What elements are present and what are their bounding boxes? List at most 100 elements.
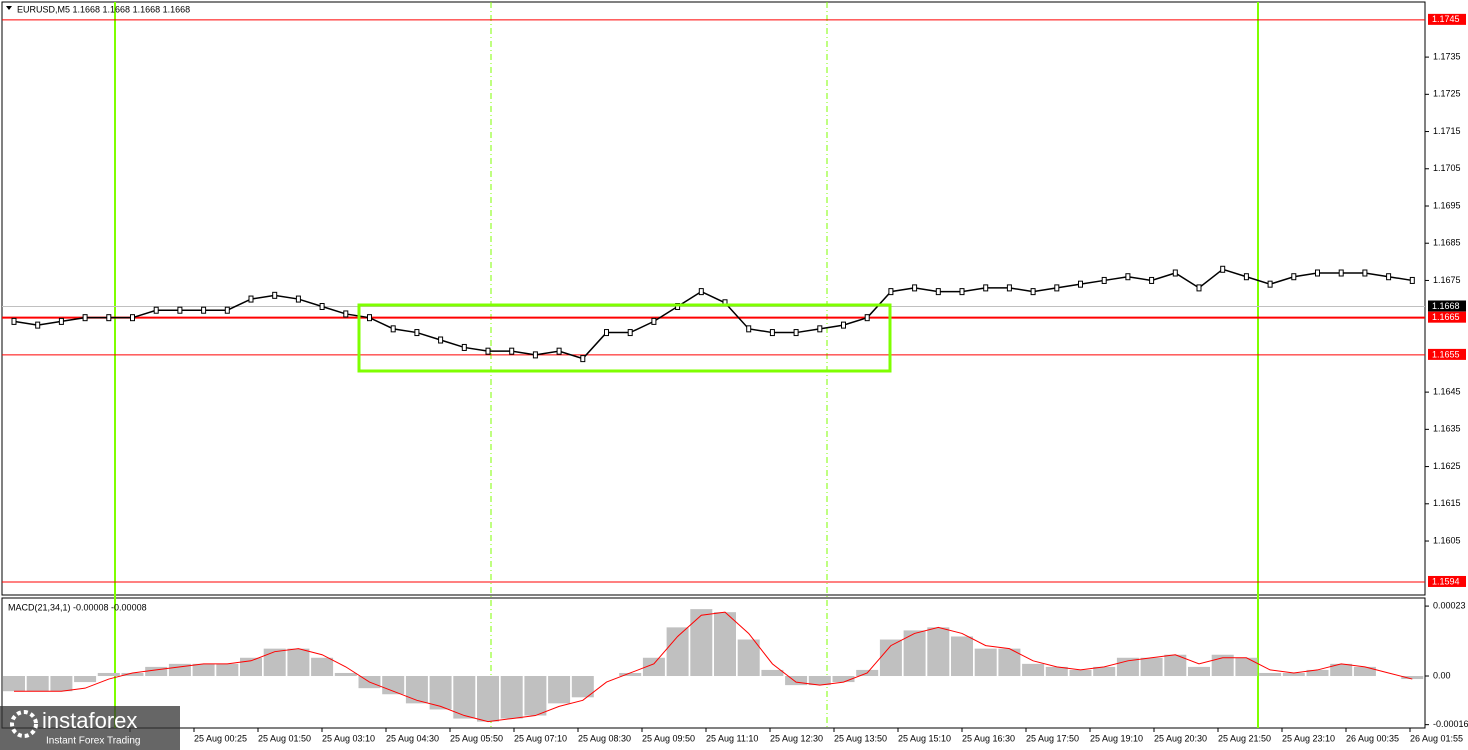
x-tick-label: 25 Aug 13:50 (834, 733, 887, 743)
y-tick-label: 1.1725 (1433, 89, 1461, 99)
price-mark (130, 314, 135, 322)
price-line (13, 268, 1413, 360)
price-mark (177, 306, 183, 314)
price-mark (485, 347, 491, 355)
price-mark (817, 325, 823, 333)
level-box (1428, 348, 1466, 360)
y-tick-label: -0.00016 (1433, 719, 1468, 729)
price-mark (248, 295, 254, 303)
price-mark (1078, 280, 1083, 288)
macd-bar (334, 672, 357, 677)
macd-bar (1164, 654, 1187, 677)
macd-bar (97, 672, 120, 677)
x-tick-label: 25 Aug 19:10 (1090, 733, 1143, 743)
macd-bar (26, 676, 49, 692)
macd-bar (382, 676, 405, 695)
macd-pane (1, 597, 1426, 729)
price-mark (438, 336, 444, 344)
price-mark (888, 288, 894, 296)
y-tick-label: 1.1705 (1433, 163, 1461, 173)
macd-bar (619, 672, 642, 677)
macd-bar (145, 666, 168, 677)
price-mark (390, 325, 396, 333)
y-tick-label: 1.1695 (1433, 200, 1461, 210)
macd-bar (927, 627, 950, 677)
price-mark (627, 329, 633, 337)
macd-bar (216, 663, 239, 677)
current-price-box (1428, 300, 1466, 312)
price-mark (82, 314, 88, 322)
logo-icon (10, 710, 38, 738)
level-label: 1.1665 (1432, 312, 1460, 322)
price-mark (1386, 273, 1392, 281)
price-mark (841, 321, 846, 329)
x-tick-label: 25 Aug 00:25 (194, 733, 247, 743)
macd-bar (453, 676, 476, 719)
price-mark (153, 306, 159, 314)
price-mark (272, 291, 278, 299)
macd-bar (832, 676, 855, 683)
macd-bar (500, 676, 523, 719)
macd-bar (951, 636, 973, 677)
logo-brand: instaforex (42, 708, 137, 733)
macd-bar (808, 676, 831, 686)
price-mark (556, 347, 562, 355)
macd-bar (263, 648, 286, 677)
price-mark (58, 317, 64, 325)
macd-bar (974, 648, 997, 677)
macd-bar (405, 676, 428, 704)
menu-arrow[interactable] (6, 6, 12, 10)
price-mark (532, 351, 538, 359)
price-mark (201, 306, 207, 314)
price-mark (1409, 276, 1415, 284)
price-pane (1, 1, 1426, 596)
x-tick-label: 26 Aug 00:35 (1346, 733, 1399, 743)
macd-bar (1188, 666, 1210, 677)
x-tick-label: 25 Aug 07:10 (514, 733, 567, 743)
macd-bar (761, 669, 784, 677)
price-mark (935, 288, 941, 296)
x-tick-label: 25 Aug 09:50 (642, 733, 695, 743)
macd-bar (1259, 672, 1282, 677)
y-tick-label: 1.1605 (1433, 535, 1461, 545)
macd-bar (1353, 666, 1376, 677)
macd-bar (737, 639, 760, 677)
level-box (1428, 575, 1466, 587)
price-mark (414, 329, 420, 337)
macd-bar (998, 648, 1021, 677)
price-mark (1243, 273, 1249, 281)
logo-tagline: Instant Forex Trading (46, 736, 141, 747)
macd-bar (690, 609, 713, 677)
macd-bar (1045, 666, 1068, 677)
price-mark (1291, 273, 1297, 281)
y-tick-label: 1.1635 (1433, 424, 1461, 434)
price-mark (864, 314, 870, 322)
macd-bar (1306, 669, 1329, 677)
logo-bg (0, 706, 180, 750)
y-tick-label: 1.1645 (1433, 386, 1461, 396)
macd-bar (1211, 654, 1234, 677)
price-mark (1362, 269, 1368, 277)
macd-bar (714, 612, 736, 677)
macd-bar (1401, 676, 1424, 680)
x-tick-label: 25 Aug 08:30 (578, 733, 631, 743)
level-label: 1.1745 (1432, 14, 1460, 24)
y-tick-label: 1.1615 (1433, 498, 1461, 508)
price-mark (1338, 269, 1344, 277)
price-mark (461, 343, 467, 351)
price-mark (295, 295, 301, 303)
macd-bar (1330, 663, 1353, 677)
macd-bar (571, 676, 594, 698)
y-tick-label: 1.1685 (1433, 238, 1461, 248)
price-mark (1125, 273, 1131, 281)
x-tick-label: 25 Aug 15:10 (898, 733, 951, 743)
x-tick-label: 25 Aug 05:50 (450, 733, 503, 743)
price-mark (983, 284, 989, 292)
level-box (1428, 311, 1466, 323)
price-mark (35, 321, 41, 329)
current-price-label: 1.1668 (1432, 301, 1460, 311)
level-label: 1.1594 (1432, 576, 1460, 586)
macd-bar (903, 630, 926, 677)
macd-bar (785, 676, 808, 686)
macd-bar (287, 648, 310, 677)
